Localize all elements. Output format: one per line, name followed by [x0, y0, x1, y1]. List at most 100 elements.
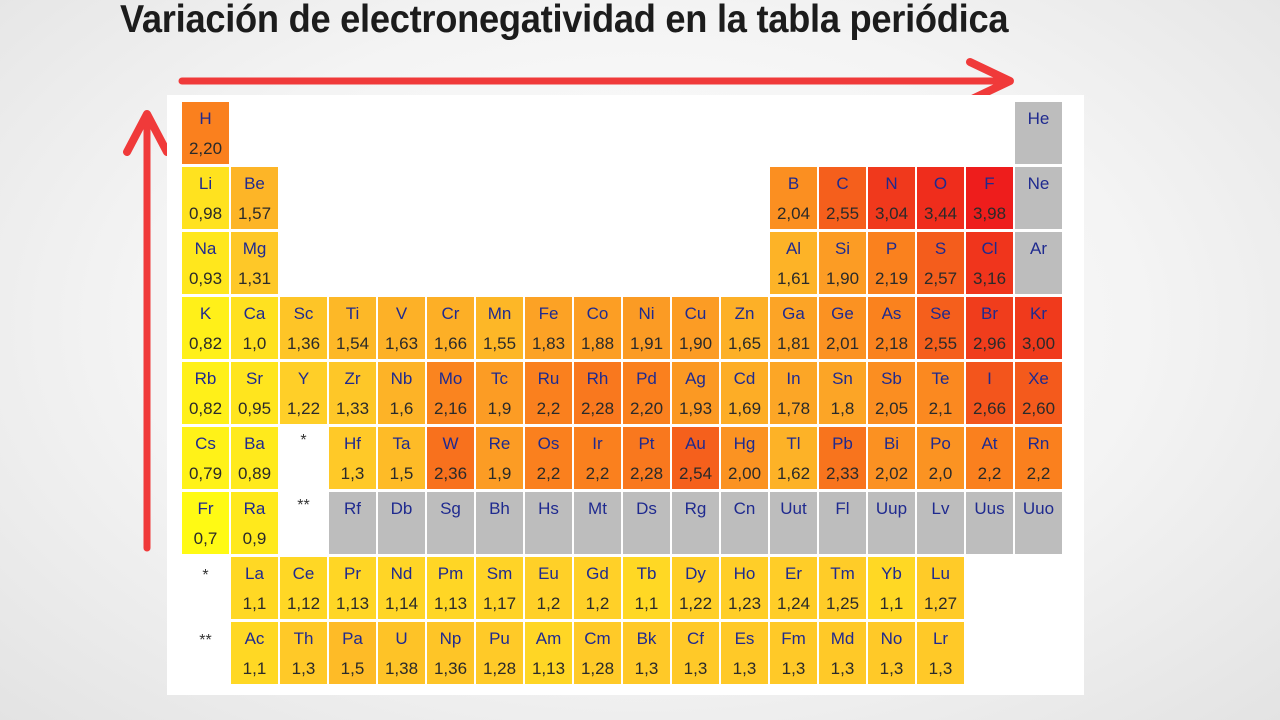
element-symbol: Ce: [292, 564, 315, 583]
electronegativity-value: 1,62: [776, 464, 811, 483]
electronegativity-value: 2,57: [923, 269, 958, 288]
element-symbol: U: [395, 629, 408, 648]
element-symbol: Sc: [293, 304, 314, 323]
element-cell-po: Po 2,0: [917, 427, 964, 489]
electronegativity-value: 2,05: [874, 399, 909, 418]
element-symbol: Uup: [875, 499, 908, 518]
electronegativity-value: 3,04: [874, 204, 909, 223]
electronegativity-value: 1,17: [482, 594, 517, 613]
element-cell-he: He: [1015, 102, 1062, 164]
element-cell-mg: Mg 1,31: [231, 232, 278, 294]
element-symbol: Ca: [243, 304, 266, 323]
element-cell-n: N 3,04: [868, 167, 915, 229]
electronegativity-value: 0,98: [188, 204, 223, 223]
element-symbol: In: [786, 369, 801, 388]
element-cell-tl: Tl 1,62: [770, 427, 817, 489]
electronegativity-value: 1,22: [678, 594, 713, 613]
element-cell-fr: Fr 0,7: [182, 492, 229, 554]
electronegativity-value: 2,60: [1021, 399, 1056, 418]
element-cell-cd: Cd 1,69: [721, 362, 768, 424]
element-symbol: Uut: [780, 499, 807, 518]
element-symbol: Zn: [734, 304, 755, 323]
electronegativity-value: 1,9: [487, 464, 512, 483]
element-cell-mo: Mo 2,16: [427, 362, 474, 424]
element-symbol: Be: [244, 174, 265, 193]
electronegativity-value: 2,0: [928, 464, 953, 483]
element-cell-at: At 2,2: [966, 427, 1013, 489]
electronegativity-value: 1,28: [482, 659, 517, 678]
element-cell-fm: Fm 1,3: [770, 622, 817, 684]
electronegativity-value: 1,36: [433, 659, 468, 678]
electronegativity-value: 1,13: [433, 594, 468, 613]
element-symbol: Es: [734, 629, 755, 648]
element-cell-p: P 2,19: [868, 232, 915, 294]
element-symbol: Tc: [491, 369, 508, 388]
element-cell-am: Am 1,13: [525, 622, 572, 684]
element-cell-au: Au 2,54: [672, 427, 719, 489]
electronegativity-value: 2,16: [433, 399, 468, 418]
electronegativity-value: 1,3: [291, 659, 316, 678]
element-cell-nd: Nd 1,14: [378, 557, 425, 619]
element-symbol: Na: [194, 239, 217, 258]
electronegativity-value: 1,12: [286, 594, 321, 613]
element-symbol: Zr: [344, 369, 361, 388]
element-cell-nb: Nb 1,6: [378, 362, 425, 424]
element-cell-o: O 3,44: [917, 167, 964, 229]
element-cell-in: In 1,78: [770, 362, 817, 424]
element-symbol: Uus: [974, 499, 1005, 518]
element-cell-no: No 1,3: [868, 622, 915, 684]
element-symbol: Sm: [486, 564, 513, 583]
element-symbol: Ga: [782, 304, 805, 323]
element-cell-hg: Hg 2,00: [721, 427, 768, 489]
electronegativity-value: 1,57: [237, 204, 272, 223]
element-cell-np: Np 1,36: [427, 622, 474, 684]
element-cell-ru: Ru 2,2: [525, 362, 572, 424]
element-symbol: Cu: [684, 304, 707, 323]
electronegativity-value: 0,9: [242, 529, 267, 548]
element-cell-k: K 0,82: [182, 297, 229, 359]
element-cell-ds: Ds: [623, 492, 670, 554]
element-cell-uuo: Uuo: [1015, 492, 1062, 554]
electronegativity-value: 3,98: [972, 204, 1007, 223]
electronegativity-value: 2,20: [188, 139, 223, 158]
element-cell-rh: Rh 2,28: [574, 362, 621, 424]
element-symbol: Au: [685, 434, 706, 453]
element-symbol: Sb: [881, 369, 902, 388]
element-symbol: Db: [390, 499, 413, 518]
element-cell-eu: Eu 1,2: [525, 557, 572, 619]
element-symbol: Pr: [344, 564, 361, 583]
element-cell-al: Al 1,61: [770, 232, 817, 294]
element-cell-os: Os 2,2: [525, 427, 572, 489]
element-cell-md: Md 1,3: [819, 622, 866, 684]
electronegativity-value: 2,55: [923, 334, 958, 353]
element-cell-ga: Ga 1,81: [770, 297, 817, 359]
element-cell-pt: Pt 2,28: [623, 427, 670, 489]
element-symbol: Tb: [636, 564, 657, 583]
element-cell-cr: Cr 1,66: [427, 297, 474, 359]
element-symbol: Cs: [195, 434, 216, 453]
periodic-table: * ** * ** H 2,20 He Li 0,98 Be 1,57 B 2,04 C 2,55 N…: [167, 95, 1084, 695]
element-cell-ba: Ba 0,89: [231, 427, 278, 489]
electronegativity-value: 2,33: [825, 464, 860, 483]
element-symbol: Kr: [1030, 304, 1047, 323]
element-symbol: Pb: [832, 434, 853, 453]
element-cell-ho: Ho 1,23: [721, 557, 768, 619]
element-cell-rg: Rg: [672, 492, 719, 554]
element-symbol: Ra: [243, 499, 266, 518]
element-symbol: Os: [537, 434, 560, 453]
element-cell-rb: Rb 0,82: [182, 362, 229, 424]
element-symbol: C: [836, 174, 849, 193]
element-symbol: Lu: [931, 564, 950, 583]
electronegativity-value: 1,31: [237, 269, 272, 288]
element-cell-sg: Sg: [427, 492, 474, 554]
element-cell-tb: Tb 1,1: [623, 557, 670, 619]
element-cell-as: As 2,18: [868, 297, 915, 359]
element-symbol: Tm: [830, 564, 855, 583]
electronegativity-value: 1,27: [923, 594, 958, 613]
electronegativity-value: 1,25: [825, 594, 860, 613]
element-symbol: Ti: [345, 304, 360, 323]
element-cell-zr: Zr 1,33: [329, 362, 376, 424]
element-cell-dy: Dy 1,22: [672, 557, 719, 619]
element-symbol: Uuo: [1022, 499, 1055, 518]
